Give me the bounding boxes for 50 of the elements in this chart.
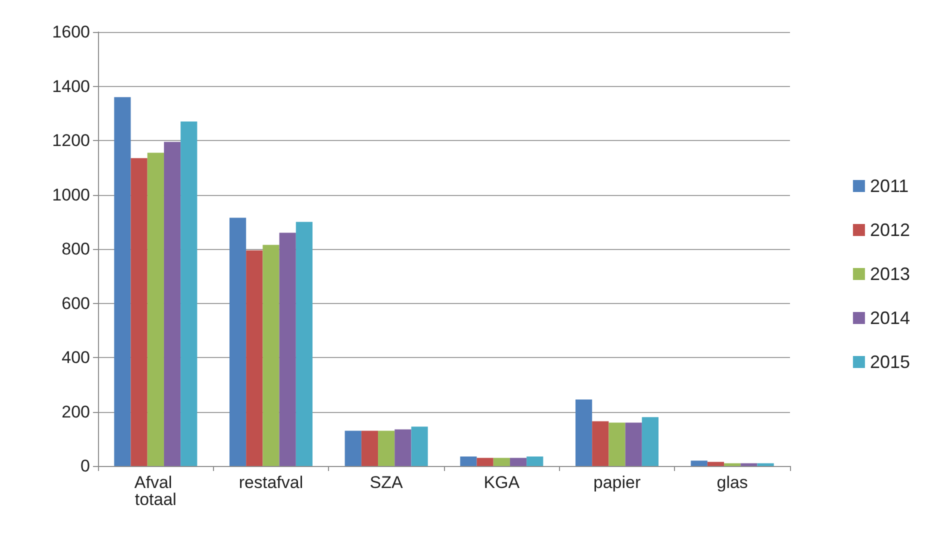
- bar: [411, 426, 428, 466]
- bar: [526, 456, 544, 466]
- y-tick-label: 1000: [52, 185, 90, 204]
- bar: [510, 458, 527, 466]
- bar: [114, 97, 131, 466]
- y-tick-label: 400: [62, 348, 90, 367]
- x-tick-label: KGA: [484, 473, 520, 492]
- bar: [246, 250, 263, 466]
- bar: [724, 463, 741, 466]
- bar: [394, 429, 412, 466]
- bar: [493, 458, 510, 466]
- legend-label: 2015: [870, 352, 910, 372]
- y-tick-label: 1200: [52, 131, 90, 150]
- bar: [361, 430, 378, 466]
- bar: [592, 421, 609, 466]
- bar: [608, 422, 626, 466]
- bar: [757, 463, 774, 466]
- x-tick-label: glas: [716, 473, 748, 492]
- bar: [279, 232, 296, 466]
- bar: [378, 430, 395, 466]
- bar: [460, 456, 477, 466]
- bar: [180, 122, 198, 466]
- bar: [164, 142, 181, 466]
- y-tick-label: 600: [62, 294, 90, 313]
- bar: [344, 430, 362, 466]
- legend-label: 2011: [870, 176, 909, 196]
- y-tick-label: 0: [80, 456, 90, 476]
- y-tick-label: 1400: [52, 76, 90, 96]
- bar: [476, 458, 494, 466]
- bar: [229, 218, 246, 466]
- y-tick-label: 1600: [52, 22, 90, 42]
- bar: [642, 417, 659, 466]
- y-tick-label: 200: [62, 402, 90, 422]
- bar: [707, 462, 724, 466]
- legend-label: 2013: [870, 264, 910, 284]
- bar: [690, 460, 708, 466]
- bar: [130, 158, 148, 466]
- bar: [262, 244, 280, 466]
- x-tick-label: Afval totaal: [134, 473, 177, 509]
- bar: [740, 463, 758, 466]
- x-tick-label: restafval: [238, 473, 304, 492]
- x-tick-label: SZA: [370, 473, 404, 492]
- legend-label: 2012: [870, 220, 910, 240]
- bar: [575, 400, 592, 466]
- bar: [625, 422, 642, 466]
- bar: [296, 222, 313, 466]
- y-tick-label: 800: [62, 240, 90, 258]
- x-tick-label: papier: [593, 473, 641, 492]
- legend-label: 2014: [870, 308, 910, 328]
- bar: [147, 152, 164, 466]
